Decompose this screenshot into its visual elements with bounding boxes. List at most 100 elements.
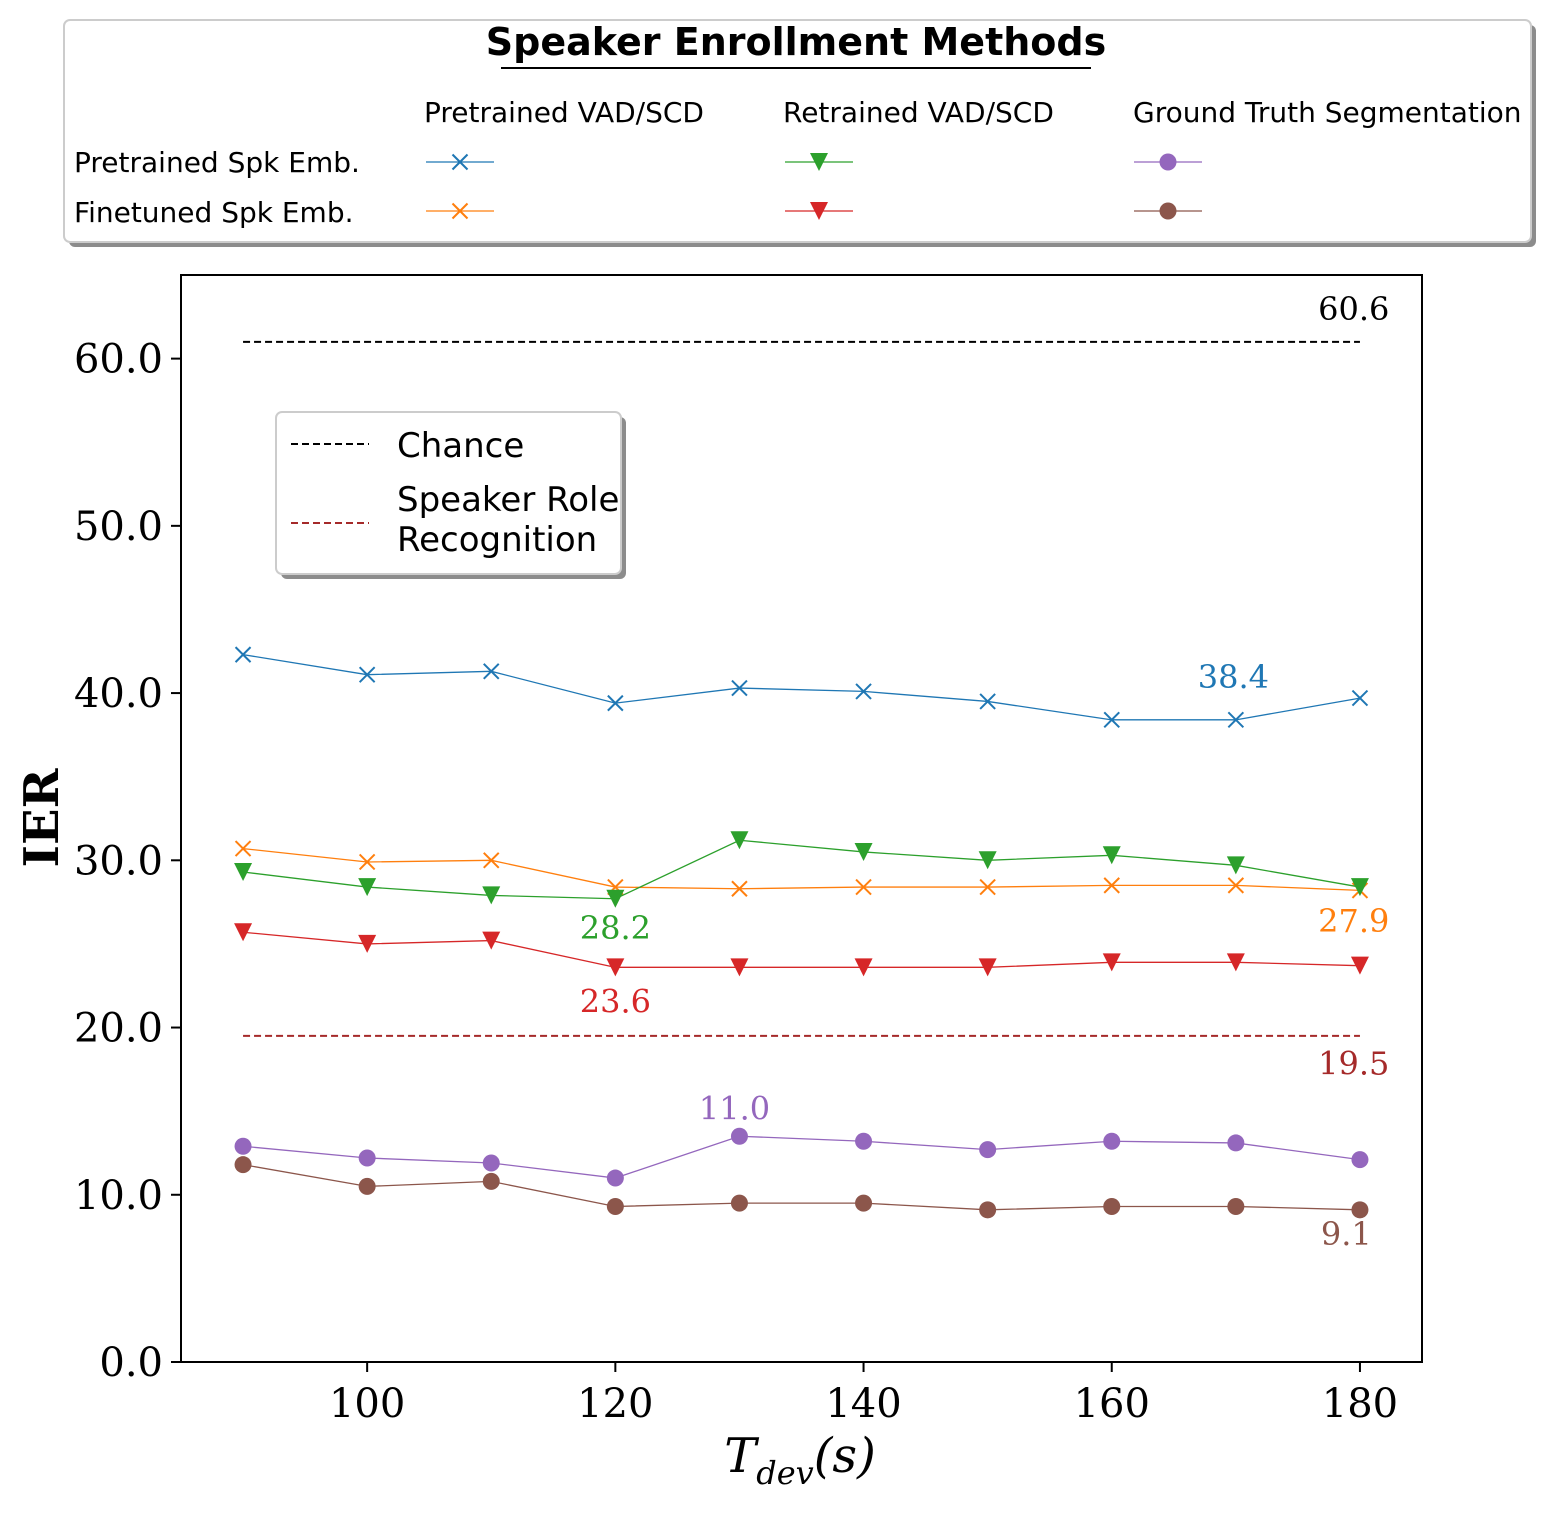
point-gt_fine-140	[855, 1194, 873, 1212]
point-pre_fine-170	[1227, 877, 1245, 894]
series-layer	[234, 646, 1369, 1219]
point-ret_pre-100	[358, 878, 377, 897]
point-gt_fine-160	[1103, 1197, 1121, 1215]
x-tick-label-100: 100	[329, 1381, 405, 1427]
point-gt_fine-170	[1227, 1197, 1245, 1215]
y-tick-label-1: 10.0	[74, 1173, 163, 1219]
point-pre_pre-90	[234, 646, 252, 663]
annotations: 60.6 38.4 28.2 27.9 23.6 19.5 11.0 9.1	[580, 290, 1390, 1253]
legend-swatch-marker-gt_fine	[1159, 202, 1177, 220]
legend-swatch-marker-pre_pre	[451, 153, 469, 171]
point-pre_pre-130	[731, 679, 748, 697]
legend-swatches	[426, 153, 1202, 220]
y-tick-label-0: 0.0	[99, 1340, 163, 1386]
y-tick-label-6: 60.0	[74, 337, 163, 383]
point-ret_pre-140	[854, 842, 873, 861]
col-header-ground-truth: Ground Truth Segmentation	[1133, 96, 1522, 129]
y-axis-label: IER	[14, 767, 70, 867]
top-legend: Speaker Enrollment Methods Pretrained VA…	[63, 19, 1536, 247]
point-ret_pre-120	[606, 889, 625, 908]
series-line-ret_fine	[242, 931, 1360, 968]
plot-frame	[180, 274, 1423, 1363]
series-line-pre_pre	[242, 653, 1361, 721]
reference-lines	[243, 340, 1360, 1037]
point-gt_pre-180	[1351, 1151, 1369, 1169]
series-gt_fine	[234, 1156, 1369, 1219]
point-ret_pre-170	[1226, 856, 1245, 875]
point-gt_fine-150	[979, 1201, 997, 1219]
point-ret_fine-180	[1350, 956, 1369, 975]
x-tick-label-160: 160	[1074, 1381, 1150, 1427]
point-pre_pre-100	[358, 666, 376, 683]
point-pre_pre-160	[1103, 711, 1120, 729]
point-pre_pre-120	[607, 694, 624, 712]
point-gt_pre-90	[234, 1137, 252, 1155]
point-pre_fine-90	[234, 840, 252, 857]
point-ret_fine-130	[730, 958, 749, 977]
x-tick-label-180: 180	[1322, 1381, 1398, 1427]
point-gt_fine-120	[606, 1197, 624, 1215]
annotation-label-2: 28.2	[580, 909, 651, 947]
annotation-label-6: 11.0	[699, 1090, 770, 1128]
point-ret_pre-160	[1102, 846, 1121, 865]
point-pre_fine-140	[855, 878, 872, 896]
inner-legend-frame	[275, 411, 622, 575]
point-pre_pre-180	[1351, 689, 1369, 707]
top-legend-frame	[63, 19, 1532, 243]
inner-legend: Chance Speaker Role Recognition	[275, 411, 626, 579]
point-ret_fine-100	[358, 934, 377, 953]
point-gt_fine-90	[234, 1156, 252, 1174]
point-gt_pre-120	[606, 1169, 624, 1187]
point-ret_fine-140	[854, 958, 873, 977]
point-ret_pre-90	[234, 863, 253, 882]
y-tick-label-3: 30.0	[74, 838, 163, 884]
legend-swatch-marker-pre_fine	[451, 202, 469, 220]
point-gt_pre-140	[855, 1132, 873, 1150]
point-gt_fine-110	[482, 1172, 500, 1190]
point-ret_fine-160	[1102, 953, 1121, 972]
row-header-pretrained-emb: Pretrained Spk Emb.	[74, 146, 360, 179]
y-tick-label-4: 40.0	[74, 671, 163, 717]
series-ret_fine	[234, 923, 1369, 977]
srr-legend-label-line1: Speaker Role	[397, 480, 619, 520]
x-axis-label: Tdev(s)	[724, 1428, 876, 1492]
point-gt_fine-100	[358, 1177, 376, 1195]
point-pre_fine-150	[979, 878, 996, 896]
top-legend-title: Speaker Enrollment Methods	[486, 20, 1106, 64]
point-ret_fine-150	[978, 958, 997, 977]
y-tick-label-5: 50.0	[74, 504, 163, 550]
series-line-gt_fine	[242, 1164, 1360, 1211]
chance-legend-label: Chance	[397, 426, 524, 466]
series-pre_pre	[234, 646, 1369, 729]
srr-legend-label-line2: Recognition	[397, 520, 597, 560]
point-pre_pre-170	[1227, 711, 1245, 729]
point-pre_fine-160	[1103, 877, 1120, 894]
point-ret_pre-110	[482, 886, 501, 905]
series-line-pre_fine	[242, 847, 1360, 892]
point-ret_fine-110	[482, 931, 501, 950]
point-gt_pre-160	[1103, 1132, 1121, 1150]
series-line-gt_pre	[242, 1135, 1361, 1179]
point-pre_fine-110	[483, 852, 500, 869]
point-gt_fine-180	[1351, 1201, 1369, 1219]
point-pre_fine-100	[358, 853, 376, 871]
row-header-finetuned-emb: Finetuned Spk Emb.	[74, 196, 354, 229]
x-tick-label-140: 140	[825, 1381, 901, 1427]
series-ret_pre	[234, 831, 1369, 908]
point-gt_pre-100	[358, 1149, 376, 1167]
annotation-label-7: 9.1	[1321, 1215, 1372, 1253]
point-ret_pre-130	[730, 831, 749, 850]
series-pre_fine	[234, 840, 1369, 899]
legend-swatch-marker-ret_fine	[810, 202, 828, 220]
series-gt_pre	[234, 1127, 1369, 1187]
point-ret_fine-120	[606, 958, 625, 977]
y-tick-label-2: 20.0	[74, 1006, 163, 1052]
point-ret_pre-150	[978, 851, 997, 870]
point-gt_pre-130	[730, 1127, 748, 1145]
x-axis-ticks: 100 120 140 160 180	[329, 1362, 1398, 1427]
point-gt_pre-110	[482, 1154, 500, 1172]
legend-swatch-marker-gt_pre	[1159, 153, 1177, 171]
point-pre_pre-150	[979, 693, 996, 710]
point-ret_fine-170	[1226, 953, 1245, 972]
